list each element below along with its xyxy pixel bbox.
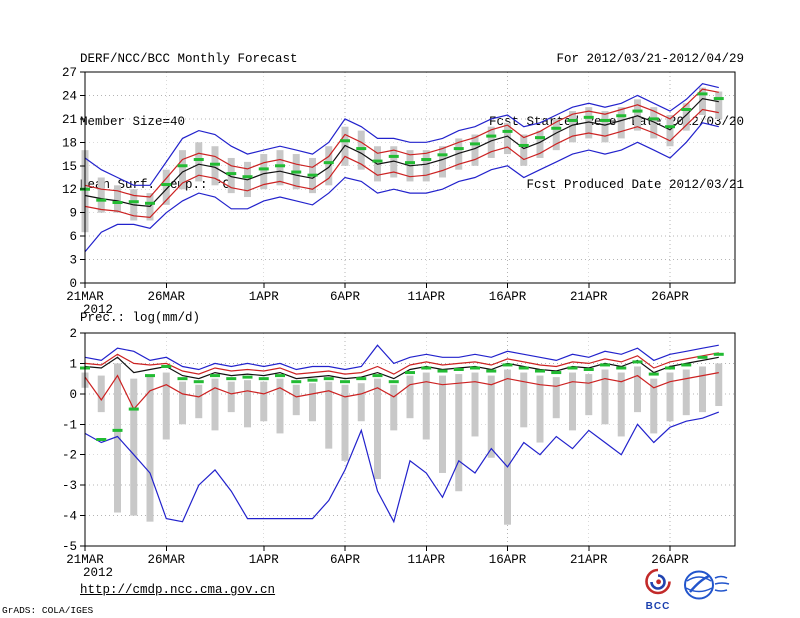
fcst-produced-label: Fcst Produced Date 2012/03/21 [526,178,744,192]
svg-text:26APR: 26APR [651,553,689,567]
precip-chart-title: Prec.: log(mm/d) [80,311,201,325]
svg-text:21MAR: 21MAR [66,290,104,304]
cma-ncc-logo [682,568,736,607]
svg-text:24: 24 [62,89,77,103]
svg-text:-2: -2 [62,449,77,463]
svg-text:11APR: 11APR [407,290,445,304]
svg-text:18: 18 [62,136,77,150]
forecast-range-label: For 2012/03/21-2012/04/29 [556,52,744,66]
bcc-logo: BCC [640,567,676,612]
svg-text:26MAR: 26MAR [147,553,185,567]
svg-text:0: 0 [69,277,77,291]
svg-text:21MAR: 21MAR [66,553,104,567]
svg-text:2012: 2012 [83,303,113,317]
svg-text:1APR: 1APR [249,553,280,567]
cma-ncc-logo-icon [684,570,730,600]
bcc-logo-label: BCC [645,601,671,612]
grads-credit: GrADS: COLA/IGES [2,605,94,616]
svg-text:16APR: 16APR [489,553,527,567]
temperature-forecast-chart: 0 3 6 9 12 15 18 21 24 27 21MAR 26MAR 1APR 6APR 11APR 1… [62,66,736,317]
svg-text:21APR: 21APR [570,290,608,304]
svg-text:3: 3 [69,254,77,268]
page-title: DERF/NCC/BCC Monthly Forecast [80,52,298,66]
svg-text:2: 2 [69,327,77,341]
svg-text:0: 0 [69,388,77,402]
svg-text:2012: 2012 [83,566,113,580]
svg-text:-3: -3 [62,479,77,493]
svg-text:11APR: 11APR [407,553,445,567]
svg-text:-5: -5 [62,540,77,554]
svg-text:6APR: 6APR [330,553,361,567]
cmdp-website-link[interactable]: http://cmdp.ncc.cma.gov.cn [80,583,276,597]
svg-text:-4: -4 [62,510,77,524]
svg-text:21APR: 21APR [570,553,608,567]
precipitation-forecast-chart: -5 -4 -3 -2 -1 0 1 2 21MAR 26MAR 1APR 6APR 11APR 16AP… [62,327,736,580]
svg-text:-1: -1 [62,418,77,432]
svg-text:16APR: 16APR [489,290,527,304]
svg-text:1APR: 1APR [249,290,280,304]
svg-text:26MAR: 26MAR [147,290,185,304]
svg-text:12: 12 [62,183,77,197]
svg-text:26APR: 26APR [651,290,689,304]
svg-text:6APR: 6APR [330,290,361,304]
svg-text:21: 21 [62,113,77,127]
svg-text:6: 6 [69,230,77,244]
svg-text:9: 9 [69,207,77,221]
svg-text:15: 15 [62,160,77,174]
svg-text:27: 27 [62,66,77,80]
bcc-logo-icon [645,568,671,595]
svg-text:1: 1 [69,357,77,371]
